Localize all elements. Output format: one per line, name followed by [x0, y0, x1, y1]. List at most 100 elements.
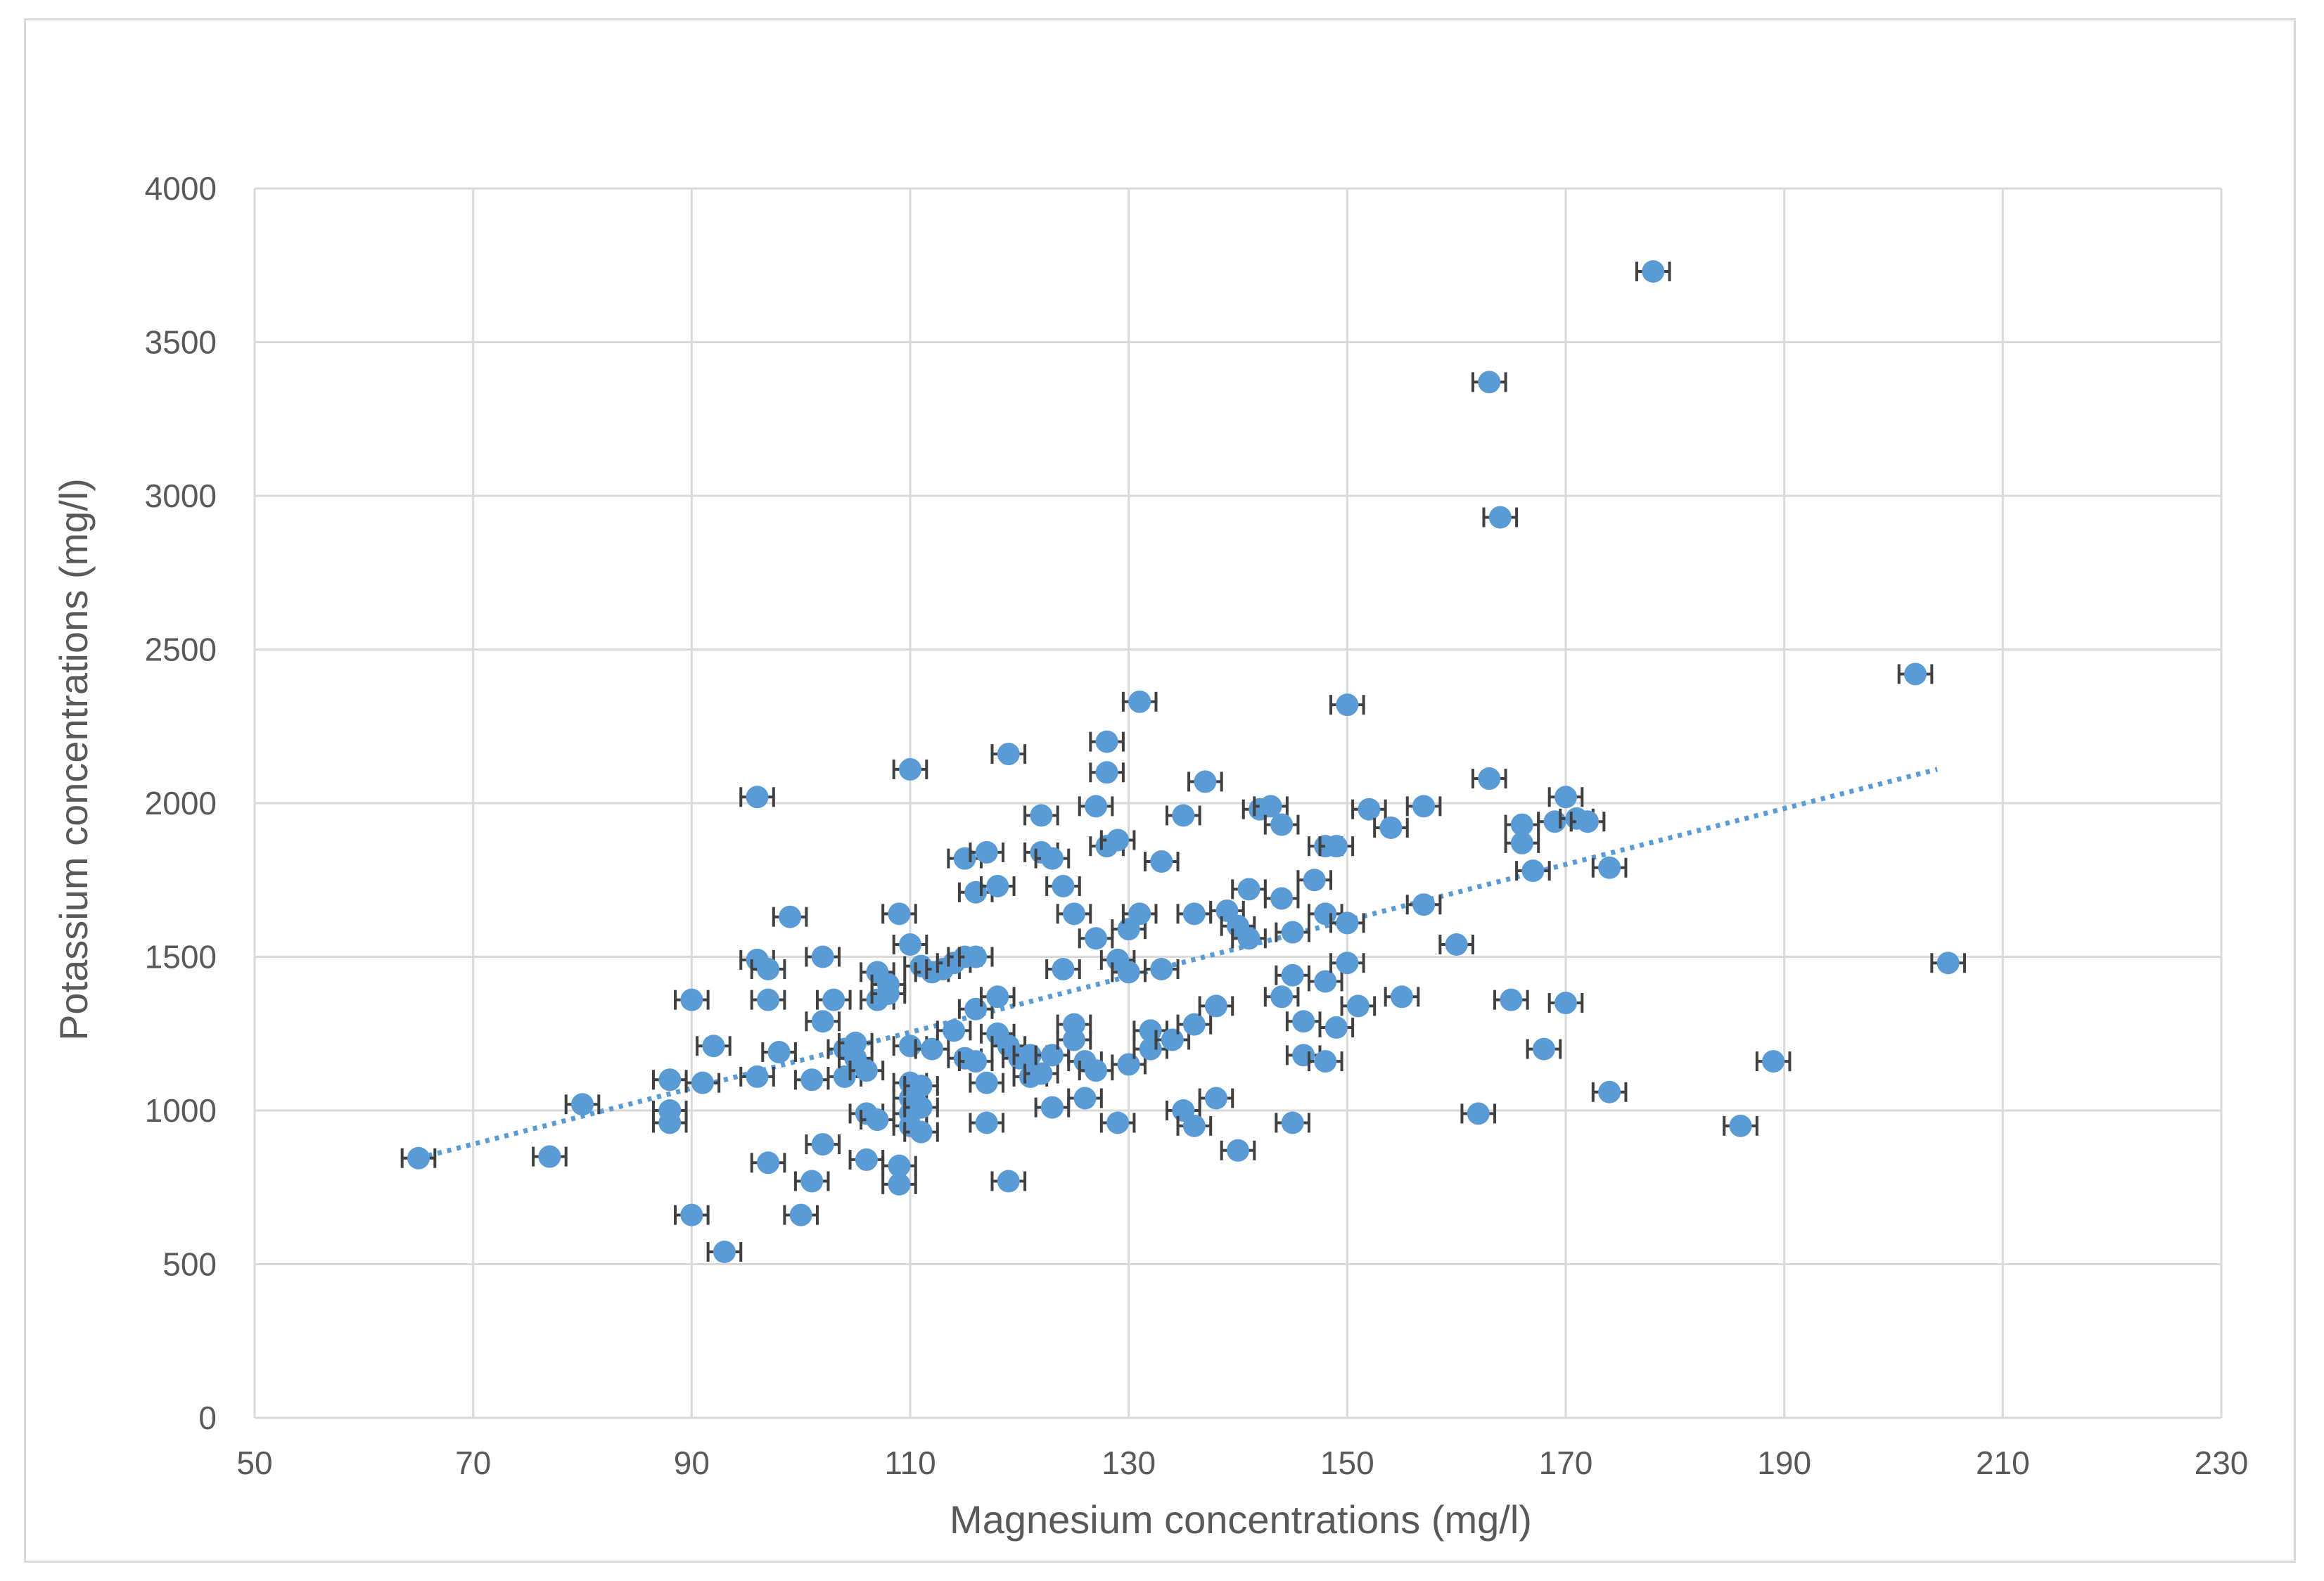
point-marker	[1478, 767, 1501, 790]
point-marker	[1412, 893, 1436, 916]
point-marker	[1543, 810, 1566, 833]
data-point	[1078, 927, 1114, 950]
point-marker	[909, 1096, 933, 1119]
data-point	[1493, 988, 1529, 1011]
x-tick-label: 90	[674, 1445, 710, 1481]
data-point	[706, 1241, 743, 1264]
data-point	[1263, 985, 1300, 1009]
point-marker	[811, 945, 834, 968]
data-point	[903, 1120, 939, 1144]
data-point	[1263, 813, 1300, 836]
data-point	[903, 1075, 939, 1098]
point-marker	[1073, 1087, 1097, 1110]
data-point	[1547, 992, 1584, 1015]
data-point	[1111, 1053, 1147, 1076]
data-point	[990, 743, 1027, 766]
data-point	[969, 1071, 1005, 1094]
point-marker	[1324, 835, 1348, 858]
x-tick-label: 170	[1539, 1445, 1593, 1481]
point-marker	[1172, 804, 1195, 827]
data-point	[1034, 847, 1071, 870]
point-marker	[975, 840, 998, 864]
data-point	[532, 1145, 568, 1168]
point-marker	[997, 743, 1020, 766]
point-marker	[1259, 795, 1282, 818]
point-marker	[964, 1050, 988, 1073]
data-point	[1318, 835, 1355, 858]
point-marker	[986, 874, 1009, 897]
data-point	[1121, 902, 1158, 926]
point-marker	[1445, 933, 1468, 956]
data-point	[1471, 767, 1507, 790]
point-marker	[779, 905, 802, 928]
point-marker	[1303, 869, 1326, 892]
data-point	[1121, 690, 1158, 713]
point-marker	[964, 881, 988, 904]
x-tick-label: 110	[884, 1445, 936, 1481]
data-point	[564, 1093, 601, 1116]
data-point	[1296, 869, 1333, 892]
point-marker	[1281, 964, 1304, 987]
x-tick-label: 130	[1102, 1445, 1156, 1481]
chart-frame	[24, 18, 2296, 1563]
data-point	[1231, 878, 1267, 901]
data-point	[903, 1096, 939, 1119]
point-marker	[1314, 970, 1337, 993]
data-point	[750, 1151, 786, 1174]
point-marker	[811, 1133, 834, 1156]
point-marker	[975, 1111, 998, 1134]
data-point	[1056, 1028, 1092, 1051]
data-point	[957, 1050, 994, 1073]
y-tick-label: 2500	[145, 632, 217, 668]
point-marker	[888, 1154, 911, 1177]
data-point	[1591, 856, 1628, 879]
point-marker	[1117, 1053, 1140, 1076]
data-point	[1045, 957, 1081, 980]
point-marker	[997, 1170, 1020, 1193]
data-point	[892, 933, 928, 956]
point-marker	[1052, 874, 1075, 897]
point-marker	[1182, 1013, 1206, 1036]
data-point	[1089, 761, 1125, 784]
point-marker	[1227, 1139, 1249, 1162]
point-marker	[1642, 260, 1665, 283]
point-marker	[1412, 795, 1436, 818]
data-point	[1723, 1114, 1758, 1137]
point-marker	[658, 1068, 682, 1092]
data-point	[870, 982, 907, 1005]
point-marker	[811, 1010, 834, 1033]
data-point	[1176, 902, 1213, 926]
y-axis-title: Potassium concentrations (mg/l)	[51, 478, 96, 1041]
data-point	[805, 1133, 841, 1156]
data-point	[1405, 795, 1442, 818]
data-point	[1056, 902, 1092, 926]
data-point	[1460, 1102, 1497, 1125]
data-point	[1384, 985, 1420, 1009]
point-marker	[713, 1241, 736, 1264]
point-marker	[1281, 921, 1304, 944]
data-point	[1089, 730, 1125, 753]
data-point	[1318, 1016, 1355, 1039]
data-point	[1307, 970, 1343, 993]
point-marker	[1281, 1111, 1304, 1134]
data-point	[1099, 828, 1136, 852]
data-point	[979, 874, 1016, 897]
point-marker	[1598, 1080, 1621, 1103]
data-point	[881, 1172, 917, 1196]
data-point	[761, 1040, 797, 1063]
data-point	[1220, 1139, 1256, 1162]
point-marker	[1150, 850, 1173, 873]
point-marker	[1336, 911, 1359, 935]
data-point	[1253, 795, 1289, 818]
data-point	[1515, 859, 1551, 883]
y-tick-label: 1500	[145, 939, 217, 975]
y-tick-label: 3500	[145, 324, 217, 361]
data-point	[793, 1068, 830, 1092]
data-point	[1569, 810, 1606, 833]
data-point	[1034, 1096, 1071, 1119]
data-point	[1275, 1111, 1310, 1134]
point-marker	[1358, 798, 1381, 821]
point-marker	[1030, 804, 1053, 827]
data-point	[739, 786, 775, 809]
point-marker	[1270, 985, 1294, 1009]
